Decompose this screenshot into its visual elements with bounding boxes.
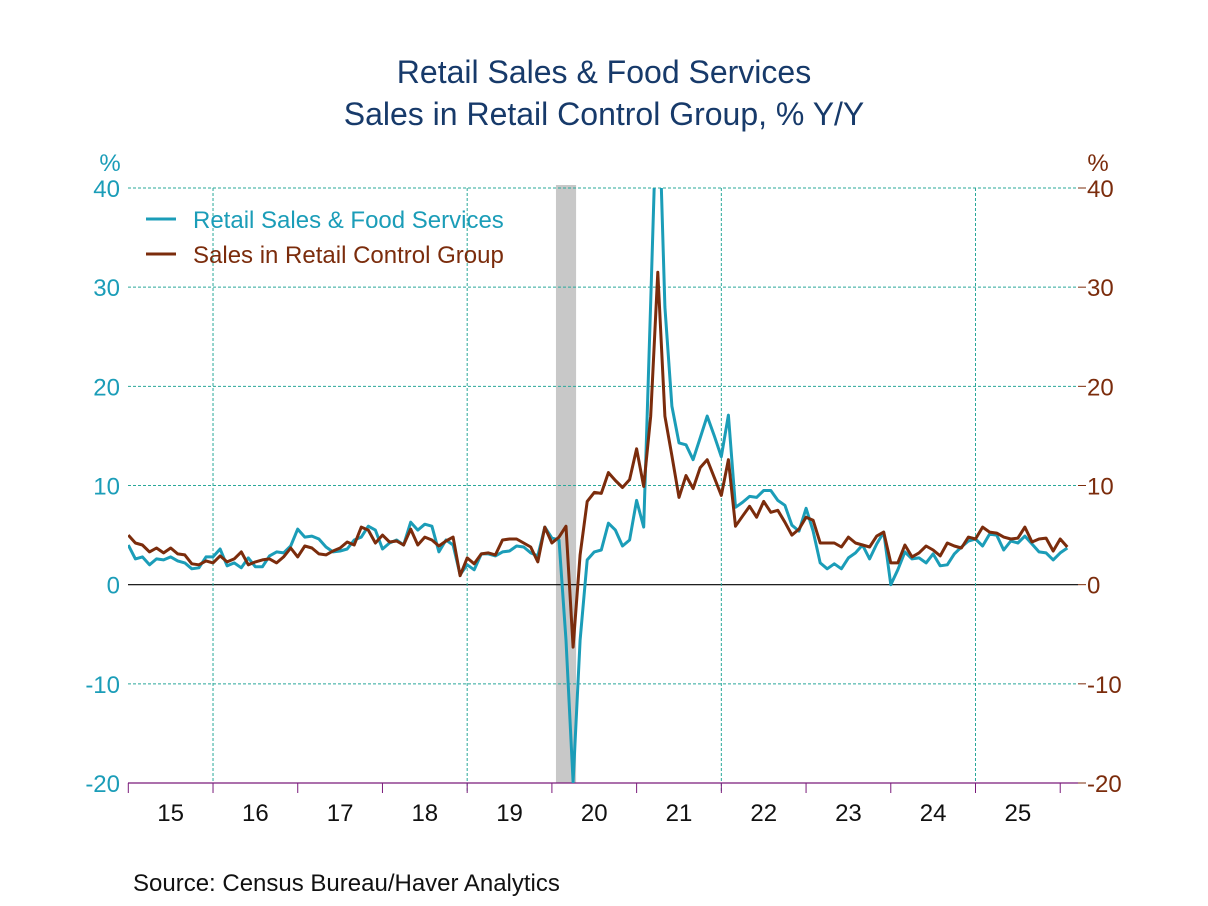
x-tick-label: 16 — [242, 800, 269, 827]
right-tick-label: 10 — [1087, 474, 1114, 501]
left-tick-label: 40 — [93, 176, 120, 203]
recession-shading — [555, 185, 577, 783]
right-tick-label: 40 — [1087, 176, 1114, 203]
left-tick-label: -10 — [85, 672, 120, 699]
x-tick-label: 20 — [581, 800, 608, 827]
right-tick-label: -10 — [1087, 672, 1122, 699]
left-tick-label: 10 — [93, 474, 120, 501]
left-tick-label: 0 — [107, 573, 120, 600]
left-tick-label: 20 — [93, 374, 120, 401]
right-tick-label: 20 — [1087, 374, 1114, 401]
left-tick-label: -20 — [85, 771, 120, 798]
x-tick-label: 23 — [835, 800, 862, 827]
source-note: Source: Census Bureau/Haver Analytics — [133, 870, 560, 897]
left-tick-label: 30 — [93, 275, 120, 302]
retail-sales-line — [128, 188, 1069, 783]
x-tick-label: 18 — [411, 800, 438, 827]
x-tick-label: 17 — [327, 800, 354, 827]
right-tick-label: -20 — [1087, 771, 1122, 798]
x-tick-label: 25 — [1005, 800, 1032, 827]
legend-label: Retail Sales & Food Services — [193, 207, 504, 234]
chart-title: Retail Sales & Food Services — [396, 54, 812, 90]
x-tick-label: 24 — [920, 800, 947, 827]
control-group-line — [128, 270, 1069, 649]
right-tick-label: 0 — [1087, 573, 1100, 600]
x-tick-label: 21 — [666, 800, 693, 827]
left-axis-unit: % — [99, 150, 120, 177]
right-axis-unit: % — [1087, 150, 1108, 177]
legend-label: Sales in Retail Control Group — [193, 242, 504, 269]
chart-subtitle: Sales in Retail Control Group, % Y/Y — [343, 96, 865, 132]
x-tick-label: 15 — [157, 800, 184, 827]
right-tick-label: 30 — [1087, 275, 1114, 302]
x-tick-label: 19 — [496, 800, 523, 827]
x-tick-label: 22 — [750, 800, 777, 827]
